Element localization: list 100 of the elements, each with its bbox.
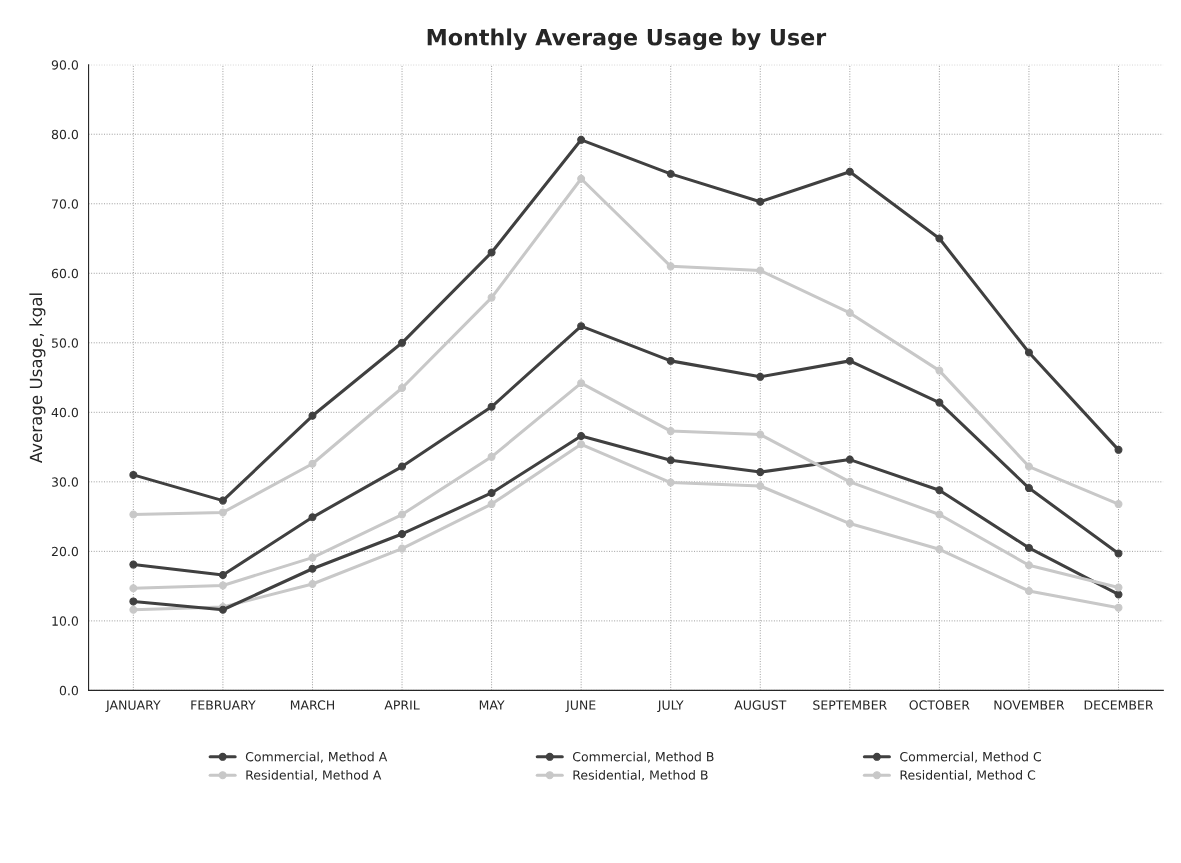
point (577, 174, 586, 183)
y-tick-label: 70.0 (52, 199, 79, 209)
point (308, 580, 317, 589)
point (1114, 445, 1123, 454)
point (845, 308, 854, 317)
point (1024, 462, 1033, 471)
point (666, 356, 675, 365)
y-tick-label: 10.0 (52, 616, 79, 626)
x-tick-label: JUNE (565, 700, 596, 713)
y-axis-title: Average Usage, kgal (29, 293, 46, 464)
point (487, 293, 496, 302)
x-tick-label: DECEMBER (1084, 700, 1154, 710)
point (308, 553, 317, 562)
legend-label: Residential, Method A (246, 770, 382, 781)
point (1114, 583, 1123, 592)
point (935, 398, 944, 407)
legend-label: Residential, Method B (573, 770, 708, 781)
point (935, 545, 944, 554)
point (1024, 348, 1033, 357)
point (308, 564, 317, 573)
point (845, 167, 854, 176)
point (218, 571, 227, 579)
point (487, 248, 496, 257)
point (577, 322, 586, 331)
y-tick-label: 60.0 (51, 268, 79, 279)
y-tick-label: 20.0 (51, 546, 79, 557)
point (577, 440, 586, 449)
point (845, 519, 854, 528)
point (487, 402, 496, 411)
point (398, 338, 407, 347)
point (756, 266, 765, 275)
point (845, 356, 854, 365)
x-tick-label: MAY (479, 700, 505, 710)
point (756, 372, 765, 381)
y-tick-label: 30.0 (51, 477, 79, 487)
point (398, 529, 407, 538)
point (398, 384, 407, 392)
x-tick-label: AUGUST (734, 700, 787, 710)
point (129, 470, 138, 479)
y-tick-label: 90.0 (51, 60, 79, 70)
point (577, 379, 586, 388)
point (1114, 549, 1123, 558)
point (1114, 500, 1123, 509)
y-tick-label: 80.0 (51, 129, 79, 140)
point (666, 478, 675, 487)
point (1024, 543, 1033, 552)
point (577, 135, 586, 144)
point (845, 477, 854, 486)
x-tick-label: SEPTEMBER (813, 700, 887, 710)
point (218, 496, 227, 505)
point (129, 605, 138, 614)
x-tick-label: JANUARY (105, 700, 161, 713)
point (935, 234, 944, 243)
point (218, 508, 227, 517)
point (666, 262, 675, 271)
point (845, 455, 854, 464)
point (308, 513, 317, 522)
point (218, 581, 227, 590)
point (308, 411, 317, 420)
point (129, 560, 138, 569)
point (756, 468, 765, 477)
legend-label: Residential, Method C (900, 770, 1036, 781)
x-tick-label: OCTOBER (909, 700, 970, 710)
point (398, 544, 407, 553)
point (398, 462, 407, 471)
x-tick-label: MARCH (290, 700, 335, 710)
point (129, 510, 138, 519)
y-tick-label: 50.0 (51, 338, 79, 348)
point (487, 488, 496, 497)
y-tick-label: 0.0 (59, 685, 79, 696)
point (577, 431, 586, 440)
point (756, 430, 765, 439)
point (1024, 561, 1033, 570)
point (129, 597, 138, 606)
x-tick-label: FEBRUARY (191, 700, 256, 710)
y-tick-label: 40.0 (51, 407, 79, 418)
point (935, 486, 944, 495)
point (666, 169, 675, 178)
point (129, 584, 138, 593)
legend-label: Commercial, Method A (245, 751, 388, 763)
point (935, 510, 944, 519)
point (398, 510, 407, 519)
point (935, 366, 944, 375)
x-tick-label: APRIL (384, 700, 420, 710)
point (487, 500, 496, 509)
point (756, 197, 765, 206)
point (666, 456, 675, 465)
point (1024, 484, 1033, 493)
chart-title: Monthly Average Usage by User (427, 28, 827, 51)
point (308, 459, 317, 468)
point (487, 452, 496, 461)
point (756, 482, 765, 490)
point (1114, 603, 1123, 612)
point (1024, 587, 1033, 595)
point (1114, 590, 1123, 599)
legend-label: Commercial, Method C (900, 751, 1042, 763)
x-tick-label: JULY (657, 700, 684, 713)
point (666, 427, 675, 436)
legend-label: Commercial, Method B (572, 751, 714, 763)
x-tick-label: NOVEMBER (994, 700, 1065, 710)
